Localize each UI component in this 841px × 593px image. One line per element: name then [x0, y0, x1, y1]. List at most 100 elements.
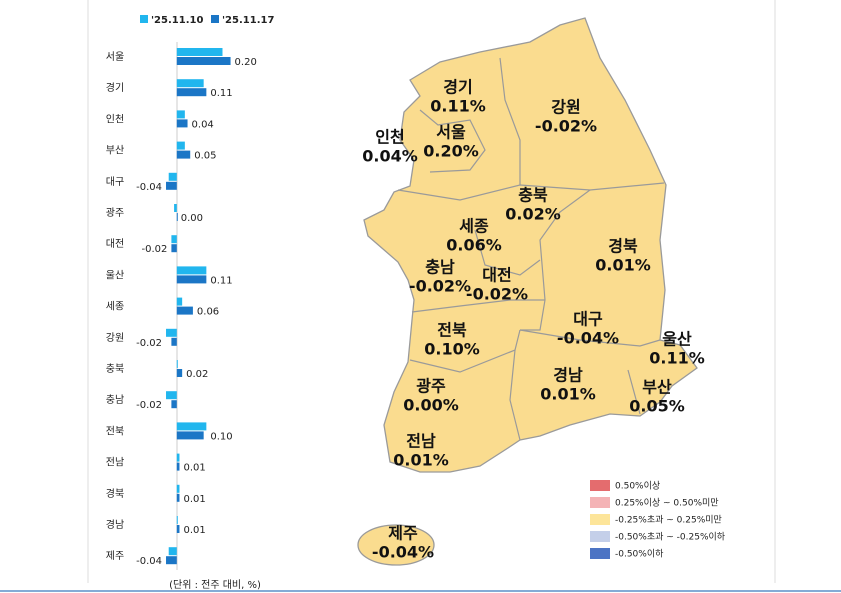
bar [166, 556, 177, 565]
boundary [520, 189, 591, 331]
legend-swatch [590, 548, 610, 559]
legend-label: 0.25%이상 ~ 0.50%미만 [615, 498, 719, 509]
region-name: 서울 [436, 123, 466, 142]
peninsula [363, 17, 698, 473]
value-label: -0.04 [136, 556, 162, 567]
category-label: 대전 [106, 238, 124, 250]
value-label: 0.02 [186, 369, 208, 380]
region-name: 세종 [459, 217, 489, 236]
value-label: -0.04 [136, 182, 162, 193]
jeju-island [357, 524, 435, 566]
category-label: 전남 [106, 457, 124, 469]
bar [176, 79, 204, 88]
category-label: 세종 [106, 301, 124, 313]
category-label: 대구 [106, 176, 124, 188]
region-value: 0.01% [393, 451, 449, 470]
boundary [627, 369, 641, 415]
boundary [499, 57, 521, 185]
bar [166, 181, 177, 190]
legend-swatch [590, 480, 610, 491]
bar [176, 266, 207, 275]
value-label: 0.01 [183, 494, 205, 505]
value-label: -0.02 [136, 338, 162, 349]
boundary [519, 329, 661, 347]
value-label: 0.10 [210, 431, 232, 442]
bar [166, 391, 177, 400]
value-label: 0.01 [183, 463, 205, 474]
region-value: 0.05% [629, 397, 685, 416]
category-label: 광주 [106, 207, 124, 219]
category-label: 제주 [106, 550, 124, 562]
value-label: -0.02 [142, 244, 168, 255]
region-value: 0.11% [649, 349, 705, 368]
category-label: 충북 [106, 363, 124, 375]
region-name: 전남 [406, 432, 436, 451]
value-label: 0.20 [235, 57, 257, 68]
region-value: 0.01% [595, 256, 651, 275]
bar [176, 213, 178, 221]
bar [176, 360, 178, 368]
region-name: 전북 [437, 321, 467, 340]
boundary [509, 349, 521, 441]
legend-swatch [590, 531, 610, 542]
bar [176, 453, 180, 462]
region-value: -0.02% [535, 117, 597, 136]
value-label: 0.01 [183, 525, 205, 536]
region-value: 0.11% [430, 97, 486, 116]
bar [176, 48, 223, 56]
bar [168, 547, 177, 556]
bar [176, 275, 207, 284]
bar [176, 88, 207, 97]
region-value: 0.02% [505, 205, 561, 224]
category-label: 부산 [106, 145, 124, 157]
map [357, 17, 698, 566]
boundary [409, 329, 521, 373]
region-name: 경남 [553, 366, 583, 385]
region-value: -0.02% [409, 277, 471, 296]
region-value: 0.01% [540, 385, 596, 404]
bar [176, 119, 188, 128]
bar [168, 172, 177, 181]
value-label: 0.04 [192, 119, 214, 130]
bar [176, 493, 180, 502]
region-name: 광주 [416, 377, 446, 396]
category-label: 충남 [106, 394, 124, 406]
region-name: 충남 [425, 258, 455, 277]
legend-swatch [140, 15, 148, 23]
boundary [411, 299, 545, 313]
bar [176, 369, 183, 377]
value-label: 0.00 [181, 213, 203, 224]
value-label: 0.06 [197, 307, 219, 318]
region-name: 충북 [518, 186, 548, 205]
boundary [474, 229, 541, 276]
legend-label: -0.50%초과 ~ -0.25%이하 [615, 532, 726, 543]
legend-swatch [211, 15, 219, 23]
bar [174, 204, 177, 212]
bar [176, 297, 183, 306]
legend-label: '25.11.10 [151, 15, 203, 26]
region-value: 0.04% [362, 147, 418, 166]
bar [176, 150, 191, 159]
bar [171, 400, 177, 409]
category-label: 경기 [106, 81, 124, 94]
bar [171, 244, 177, 253]
legend-label: -0.50%이하 [615, 549, 664, 560]
bar [171, 235, 177, 244]
value-label: 0.11 [210, 275, 232, 286]
bar [176, 484, 180, 493]
region-value: 0.00% [403, 396, 459, 415]
category-label: 경남 [106, 518, 124, 531]
legend-label: -0.25%초과 ~ 0.25%미만 [615, 515, 722, 526]
category-label: 서울 [106, 51, 124, 63]
value-label: -0.02 [136, 400, 162, 411]
category-label: 경북 [106, 487, 124, 500]
region-name: 제주 [388, 524, 418, 543]
region-name: 경기 [443, 78, 472, 97]
category-label: 전북 [106, 425, 124, 437]
region-name: 인천 [375, 128, 404, 147]
category-label: 울산 [106, 269, 124, 281]
bar [166, 328, 177, 337]
bar [176, 110, 185, 119]
legend-swatch [590, 514, 610, 525]
